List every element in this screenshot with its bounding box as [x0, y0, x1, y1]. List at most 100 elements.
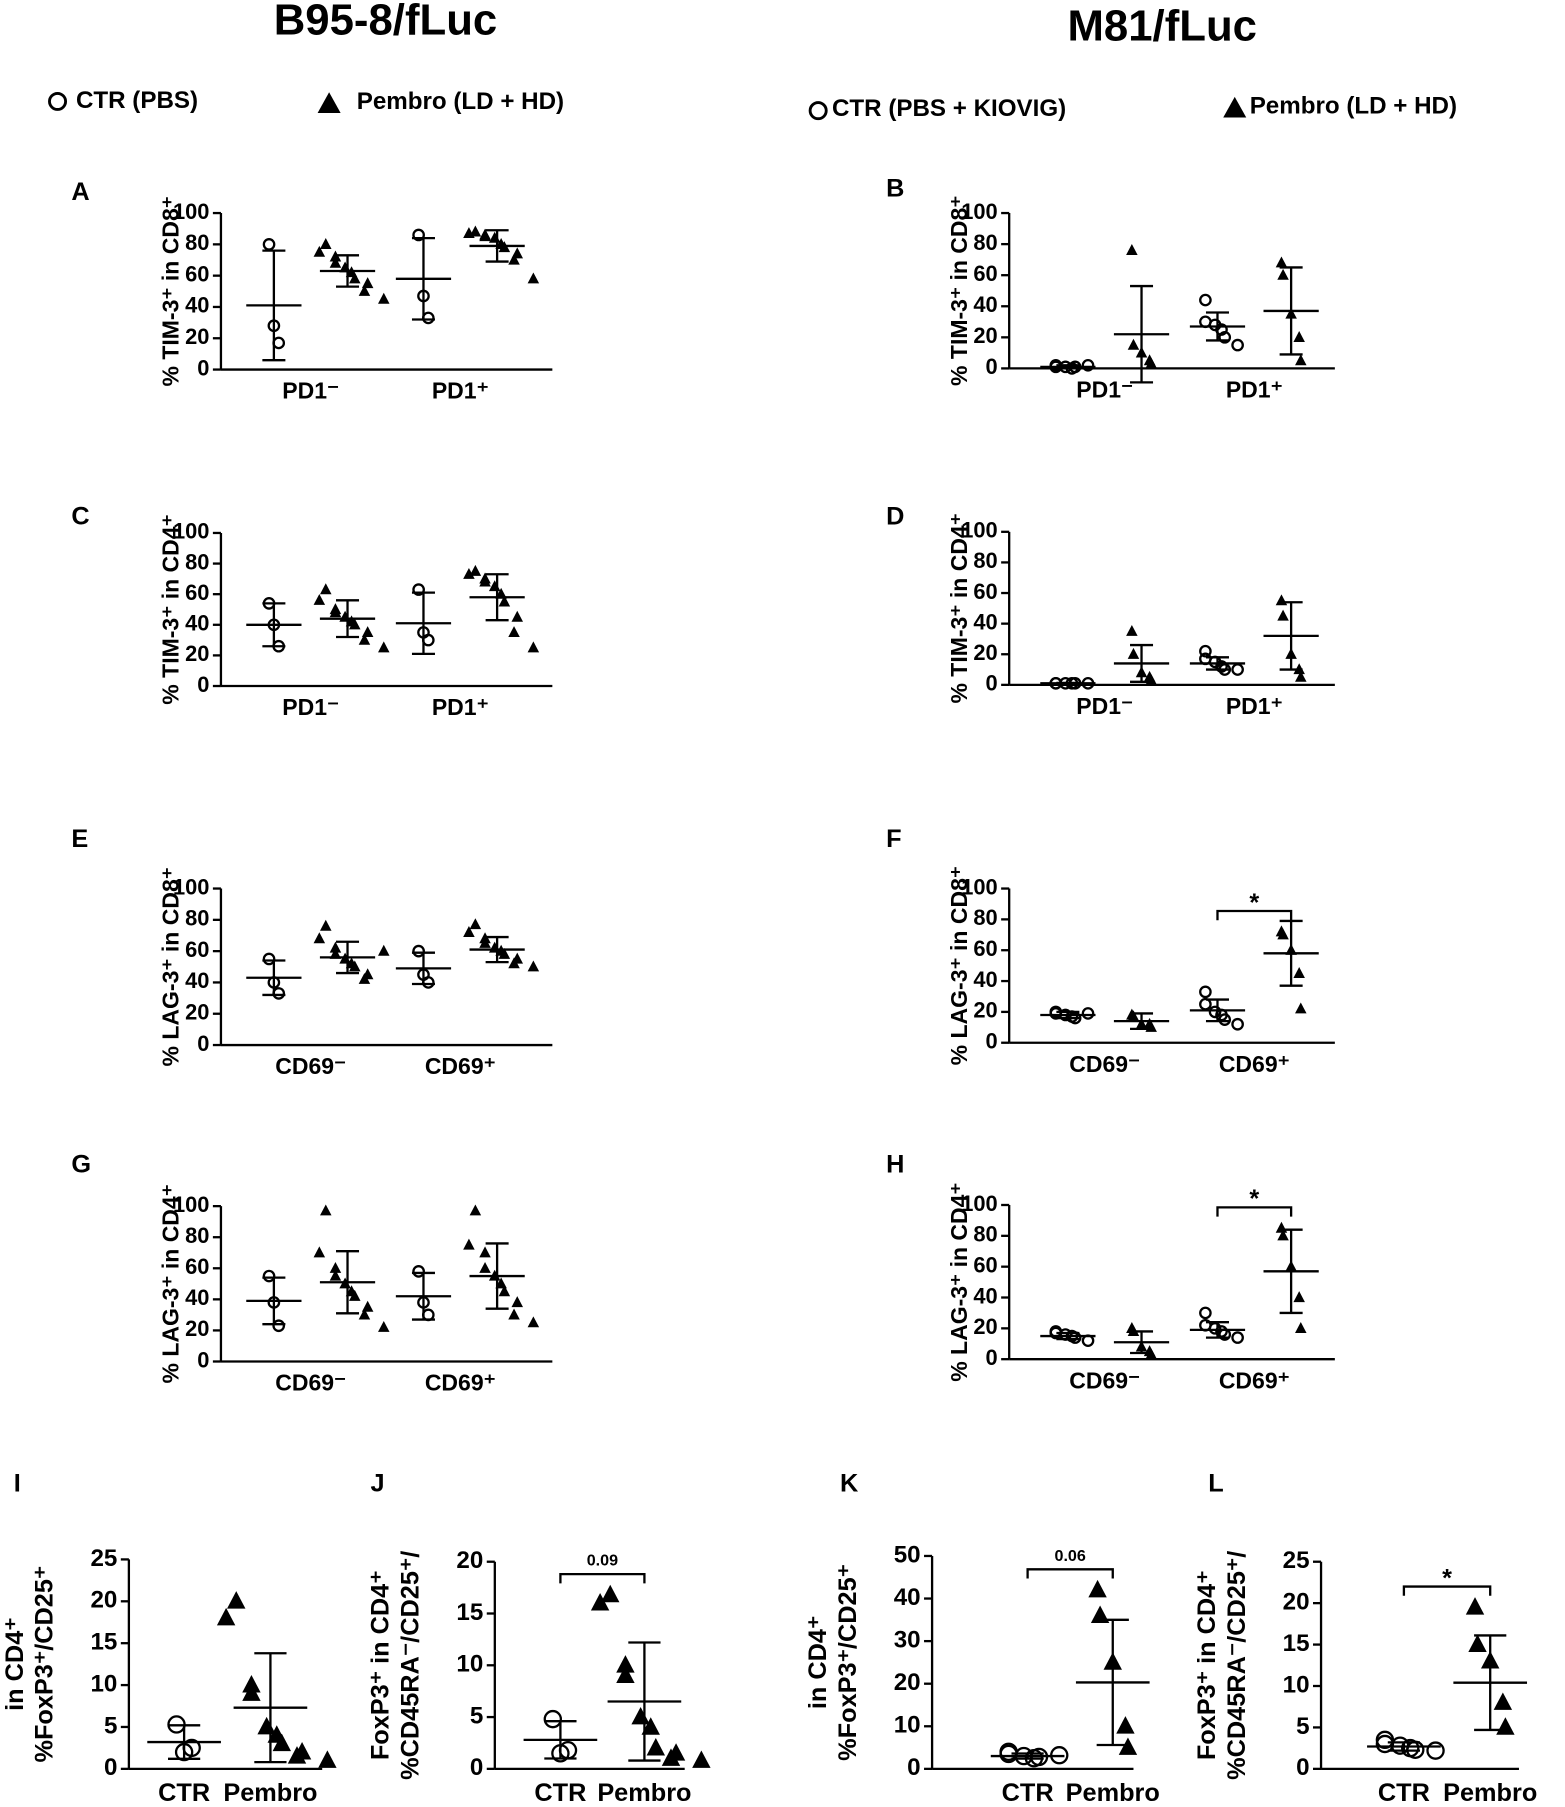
data-point [1465, 1597, 1485, 1615]
legend-label: Pembro (LD + HD) [357, 88, 564, 115]
data-point [329, 1261, 342, 1273]
panel-label: F [886, 825, 901, 853]
y-tick-label: 40 [894, 1584, 921, 1611]
data-point [1081, 1007, 1095, 1020]
y-tick-label: 30 [894, 1626, 921, 1653]
y-axis-label: FoxP3⁺ in CD4⁺ [367, 1570, 395, 1760]
panel-label: G [71, 1151, 91, 1179]
y-axis-label: %CD45RA⁻/CD25⁺/ [1223, 1551, 1251, 1780]
data-point [511, 1296, 524, 1308]
y-tick-label: 10 [1283, 1671, 1310, 1698]
data-point [272, 1319, 286, 1333]
y-tick-label: 15 [1283, 1630, 1310, 1657]
x-tick-label: CTR [158, 1779, 210, 1807]
data-point [1293, 1291, 1305, 1303]
data-point [508, 626, 520, 638]
data-point [1126, 624, 1138, 636]
y-tick-label: 0 [986, 1345, 998, 1370]
y-tick-label: 100 [173, 1192, 209, 1217]
data-point [313, 932, 326, 944]
y-tick-label: 5 [470, 1702, 483, 1729]
data-point [313, 1246, 326, 1258]
y-tick-label: 60 [185, 937, 209, 962]
data-point [1118, 1737, 1138, 1755]
y-tick-label: 40 [185, 293, 209, 318]
data-point [358, 633, 371, 645]
significance-label: 0.09 [587, 1552, 618, 1570]
data-point [616, 1655, 635, 1673]
y-tick-label: 80 [185, 230, 209, 255]
x-tick-label: Pembro [597, 1779, 691, 1807]
data-point [479, 1261, 491, 1273]
data-point [329, 256, 342, 268]
y-tick-label: 40 [185, 611, 209, 636]
x-tick-label: PD1⁻ [1076, 693, 1133, 719]
significance-label: * [1249, 1185, 1259, 1213]
data-point [1218, 331, 1232, 344]
y-tick-label: 40 [973, 609, 997, 634]
legend-marker [1223, 96, 1247, 118]
data-point [1275, 1221, 1288, 1233]
y-tick-label: 25 [91, 1545, 118, 1572]
data-point [358, 1308, 371, 1320]
y-tick-label: 20 [185, 1316, 209, 1341]
y-tick-label: 25 [1283, 1547, 1310, 1574]
data-point [1126, 244, 1138, 255]
y-tick-label: 40 [973, 967, 997, 992]
data-point [216, 1607, 236, 1626]
panel-label: J [371, 1469, 385, 1497]
data-point [692, 1750, 711, 1768]
data-point [358, 284, 371, 296]
data-point [242, 1683, 261, 1701]
y-tick-label: 0 [197, 672, 209, 697]
y-tick-label: 60 [185, 261, 209, 286]
y-axis-label: %FoxP3⁺/CD25⁺ [31, 1566, 59, 1763]
data-point [320, 238, 332, 249]
data-point [488, 231, 501, 243]
y-tick-label: 100 [173, 874, 209, 899]
data-point [412, 583, 425, 596]
data-point [262, 1269, 276, 1283]
y-tick-label: 50 [894, 1541, 921, 1568]
x-tick-label: CD69⁺ [425, 1053, 496, 1079]
data-point [329, 606, 342, 618]
y-axis-label: %CD45RA⁻/CD25⁺/ [397, 1551, 425, 1780]
data-point [412, 228, 425, 242]
y-axis-label: in CD4⁺ [1, 1617, 29, 1710]
y-tick-label: 0 [104, 1754, 117, 1781]
data-point [257, 1716, 276, 1735]
data-point [349, 960, 361, 972]
data-point [527, 641, 540, 653]
y-tick-label: 60 [973, 1252, 997, 1277]
data-point [1081, 358, 1095, 372]
data-point [479, 1246, 491, 1258]
data-point [661, 1748, 681, 1766]
data-point [358, 972, 371, 984]
data-point [1295, 670, 1307, 682]
y-tick-label: 100 [173, 519, 209, 544]
data-point [318, 1750, 337, 1768]
data-point [1208, 1005, 1222, 1019]
data-point [1496, 1717, 1515, 1735]
y-tick-label: 15 [456, 1599, 483, 1626]
data-point [469, 918, 482, 930]
panel-label: A [71, 178, 89, 206]
data-point [272, 987, 286, 1000]
data-point [349, 272, 361, 284]
data-point [421, 976, 435, 989]
significance-bracket [1402, 1585, 1492, 1596]
data-point [272, 1733, 292, 1752]
y-tick-label: 80 [973, 1222, 997, 1247]
x-tick-label: CD69⁺ [425, 1370, 496, 1396]
y-axis-label: % LAG-3⁺ in CD4⁺ [946, 1182, 972, 1381]
data-point [1127, 647, 1140, 659]
data-point [320, 1204, 332, 1216]
y-tick-label: 40 [973, 1283, 997, 1308]
x-tick-label: Pembro [223, 1779, 317, 1807]
data-point [527, 960, 540, 972]
data-point [272, 336, 286, 350]
y-tick-label: 80 [185, 1223, 209, 1248]
y-tick-label: 0 [197, 1347, 209, 1372]
data-point [527, 1316, 540, 1328]
